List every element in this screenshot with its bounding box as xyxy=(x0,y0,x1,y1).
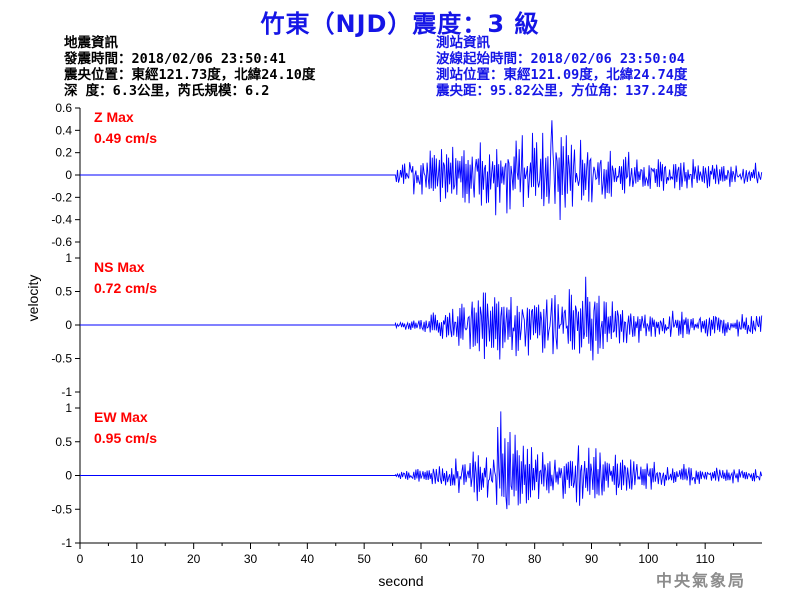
y-tick-label: 0 xyxy=(65,168,72,182)
x-tick-label: 20 xyxy=(187,552,201,566)
max-value: 0.72 cm/s xyxy=(94,280,157,296)
y-tick-label: -1 xyxy=(61,536,72,550)
y-tick-label: 0.5 xyxy=(55,435,72,449)
x-tick-label: 50 xyxy=(357,552,371,566)
page-title: 竹東（NJD）震度：3 級 xyxy=(260,10,540,38)
max-value: 0.49 cm/s xyxy=(94,130,157,146)
y-tick-label: -0.4 xyxy=(51,213,72,227)
max-value: 0.95 cm/s xyxy=(94,430,157,446)
y-tick-label: 0.5 xyxy=(55,285,72,299)
panel-ew: 1 0.5 0 -0.5 -1 EW Max 0.95 cm/s xyxy=(51,401,763,550)
station-info: 測站資訊 波線起始時間：2018/02/06 23:50:04 測站位置：東經1… xyxy=(436,35,687,99)
y-tick-label: -0.6 xyxy=(51,235,72,249)
x-tick-label: 110 xyxy=(696,552,715,566)
quake-depth-magnitude: 深 度：6.3公里，芮氏規模：6.2 xyxy=(64,83,270,99)
x-tick-label: 30 xyxy=(244,552,258,566)
quake-info-heading: 地震資訊 xyxy=(64,35,118,51)
waveform-z xyxy=(80,120,763,221)
quake-info: 地震資訊 發震時間：2018/02/06 23:50:41 震央位置：東經121… xyxy=(64,35,315,99)
x-tick-label: 0 xyxy=(77,552,84,566)
y-tick-label: 0.4 xyxy=(55,123,72,137)
y-tick-label: 1 xyxy=(65,401,72,415)
x-tick-label: 90 xyxy=(585,552,599,566)
y-tick-label: 0 xyxy=(65,318,72,332)
station-location: 測站位置：東經121.09度，北緯24.74度 xyxy=(436,67,688,83)
y-tick-label: 0.6 xyxy=(55,101,72,115)
y-tick-label: 0 xyxy=(65,469,72,483)
x-axis-label: second xyxy=(378,573,423,589)
max-label: EW Max xyxy=(94,409,148,425)
quake-epicenter: 震央位置：東經121.73度，北緯24.10度 xyxy=(64,67,316,83)
x-tick-label: 10 xyxy=(130,552,144,566)
x-tick-label: 80 xyxy=(528,552,542,566)
y-axis-label: velocity xyxy=(25,275,41,322)
y-tick-label: -0.5 xyxy=(51,352,72,366)
x-tick-label: 100 xyxy=(638,552,658,566)
panel-z: 0.6 0.4 0.2 0 -0.2 -0.4 -0.6 Z Max 0.49 cm/s xyxy=(51,101,763,249)
station-distance: 震央距：95.82公里，方位角：137.24度 xyxy=(436,83,688,99)
waveform-ew xyxy=(80,411,763,510)
max-label: NS Max xyxy=(94,259,145,275)
panel-ns: 1 0.5 0 -0.5 -1 NS Max 0.72 cm/s xyxy=(51,251,763,399)
x-tick-label: 60 xyxy=(414,552,428,566)
y-tick-label: 1 xyxy=(65,251,72,265)
y-tick-label: 0.2 xyxy=(55,146,72,160)
y-tick-label: -0.2 xyxy=(51,190,72,204)
x-tick-label: 70 xyxy=(471,552,485,566)
waveform-ns xyxy=(80,276,763,361)
agency-watermark: 中央氣象局 xyxy=(655,571,746,590)
y-tick-label: -0.5 xyxy=(51,502,72,516)
station-info-heading: 測站資訊 xyxy=(436,35,490,51)
quake-time: 發震時間：2018/02/06 23:50:41 xyxy=(64,51,286,67)
x-tick-label: 40 xyxy=(301,552,315,566)
max-label: Z Max xyxy=(94,109,134,125)
y-tick-label: -1 xyxy=(61,385,72,399)
station-wave-start: 波線起始時間：2018/02/06 23:50:04 xyxy=(436,51,685,67)
